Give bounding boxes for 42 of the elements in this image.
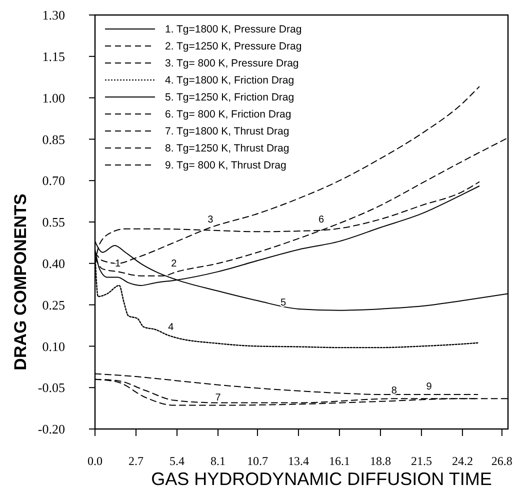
- legend-label: 4. Tg=1800 K, Friction Drag: [165, 74, 294, 87]
- annotation: 3: [208, 214, 214, 226]
- annotation: 1: [114, 258, 121, 270]
- x-tick-label: 8.1: [210, 454, 226, 468]
- x-tick-label: 10.7: [246, 454, 268, 468]
- y-tick-label: -0.05: [38, 380, 65, 396]
- annotation: 2: [171, 258, 178, 270]
- y-tick-label: 1.15: [42, 48, 65, 64]
- x-tick-label: 0.0: [88, 454, 102, 468]
- x-tick-label: 13.4: [288, 454, 309, 468]
- annotation: 4: [168, 322, 174, 334]
- legend-label: 9. Tg= 800 K, Thrust Drag: [165, 160, 286, 172]
- annotation: 8: [391, 386, 398, 397]
- annotation: 6: [318, 214, 324, 226]
- y-tick-label: 1.30: [42, 8, 65, 23]
- legend-label: 1. Tg=1800 K, Pressure Drag: [165, 24, 302, 36]
- x-axis-title: GAS HYDRODYNAMIC DIFFUSION TIME: [151, 469, 492, 489]
- y-tick-label: 0.85: [42, 132, 65, 147]
- x-tick-label: 26.8: [491, 454, 512, 468]
- y-tick-label: 0.40: [42, 256, 65, 271]
- annotation: 9: [426, 382, 432, 392]
- legend-label: 2. Tg=1250 K, Pressure Drag: [165, 40, 302, 53]
- y-tick-label: 0.55: [42, 214, 65, 230]
- y-tick-label: 0.70: [42, 173, 65, 188]
- y-tick-label: 0.10: [42, 338, 65, 354]
- x-tick-label: 24.2: [452, 454, 473, 468]
- legend-label: 8. Tg=1250 K, Thrust Drag: [165, 142, 290, 155]
- annotation: 5: [280, 297, 286, 308]
- x-tick-label: 2.7: [128, 454, 144, 468]
- x-tick-label: 16.1: [328, 454, 350, 468]
- legend-label: 3. Tg= 800 K, Pressure Drag: [165, 58, 299, 70]
- y-axis-title: DRAG COMPONENTS: [11, 194, 30, 370]
- y-tick-label: -0.20: [38, 422, 65, 437]
- annotation: 7: [215, 392, 222, 404]
- legend-label: 7. Tg=1800 K, Thrust Drag: [165, 126, 290, 138]
- y-tick-label: 1.00: [42, 90, 65, 106]
- legend-label: 5. Tg=1250 K, Friction Drag: [165, 92, 294, 104]
- x-tick-label: 18.8: [370, 454, 391, 468]
- x-tick-label: 21.5: [410, 454, 432, 468]
- legend-label: 6. Tg= 800 K, Friction Drag: [165, 108, 292, 121]
- x-tick-label: 5.4: [169, 454, 184, 468]
- y-tick-label: 0.25: [42, 297, 65, 312]
